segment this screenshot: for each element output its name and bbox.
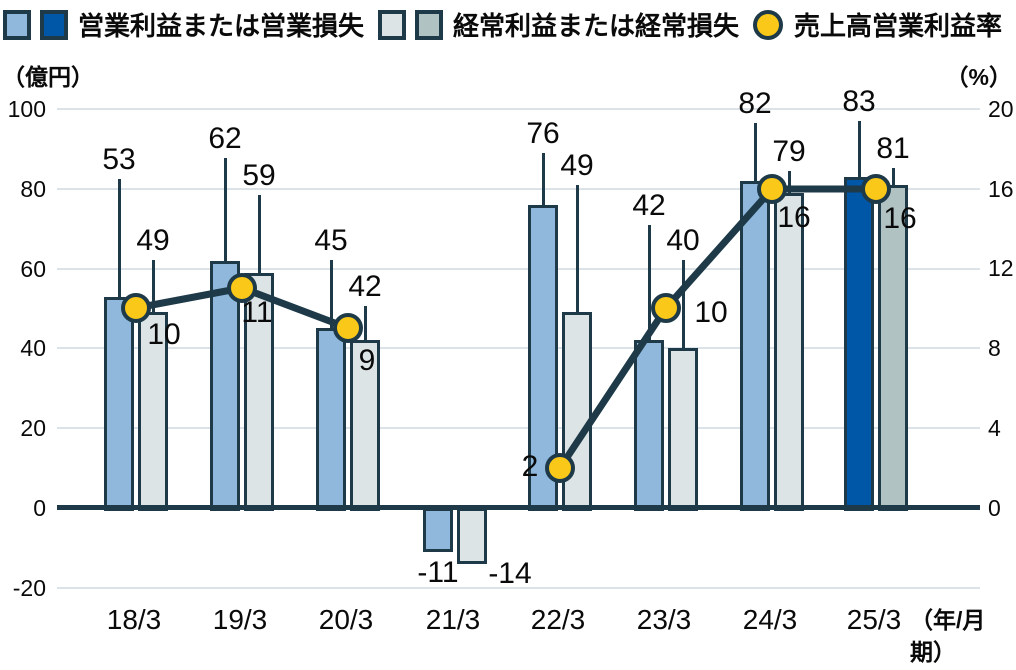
bar-value-label: -11	[417, 556, 459, 589]
bar-ordinary-profit	[668, 348, 698, 511]
y-axis-tick-left: 40	[20, 335, 46, 361]
legend-ordinary-swatch-1	[378, 9, 407, 40]
gridline	[57, 188, 980, 190]
bar-value-label: 81	[876, 132, 910, 165]
legend-ordinary-swatch-2	[415, 9, 444, 40]
y-axis-tick-right: 0	[988, 495, 1001, 521]
margin-value-label: 11	[241, 296, 273, 329]
legend-label: 経常利益または経常損失	[453, 11, 740, 41]
bar-value-label: -14	[488, 557, 532, 590]
gridline	[57, 587, 980, 589]
y-axis-tick-left: -20	[12, 575, 46, 601]
bar-value-label: 62	[208, 122, 242, 155]
y-axis-tick-left: 60	[20, 256, 46, 282]
margin-value-label: 16	[883, 202, 917, 235]
x-axis-label: 23/3	[636, 604, 692, 635]
x-axis-label: 25/3	[846, 604, 902, 635]
gridline	[57, 347, 980, 349]
left-axis-unit-label: （億円）	[2, 64, 94, 90]
y-axis-tick-right: 8	[988, 335, 1001, 361]
bar-value-label: 49	[136, 224, 170, 257]
y-axis-tick-left: 100	[7, 96, 46, 122]
margin-value-label: 2	[521, 450, 539, 483]
y-axis-tick-left: 0	[33, 495, 46, 521]
chart-legend: 営業利益または営業損失 経常利益または経常損失 売上高営業利益率	[3, 6, 1016, 43]
gridline	[57, 427, 980, 429]
bar-label-leader-line	[258, 195, 261, 273]
bar-operating-profit	[104, 297, 134, 511]
margin-value-label: 9	[358, 344, 376, 377]
bar-label-leader-line	[788, 171, 791, 193]
bar-value-label: 79	[772, 135, 806, 168]
bar-value-label: 40	[666, 224, 700, 257]
x-axis-label: 22/3	[530, 604, 586, 635]
legend-operating-swatch-2	[40, 9, 68, 40]
y-axis-tick-right: 4	[988, 415, 1001, 441]
bar-ordinary-profit	[138, 312, 168, 511]
bar-value-label: 59	[242, 159, 276, 192]
x-axis-label: 21/3	[425, 604, 481, 635]
legend-label: 売上高営業利益率	[794, 11, 1003, 41]
y-axis-tick-left: 20	[20, 415, 46, 441]
bar-value-label: 82	[738, 87, 772, 120]
margin-value-label: 10	[694, 296, 728, 329]
x-axis-unit-label: （年/月期）	[910, 607, 986, 665]
bar-value-label: 42	[348, 270, 382, 303]
bar-label-leader-line	[364, 306, 367, 340]
bar-value-label: 45	[314, 224, 348, 257]
gridline	[57, 108, 980, 110]
y-axis-tick-left: 80	[20, 176, 46, 202]
x-axis-label: 18/3	[106, 604, 162, 635]
x-axis-label: 24/3	[742, 604, 798, 635]
bar-label-leader-line	[118, 179, 121, 297]
zero-axis-line	[57, 505, 980, 510]
bar-ordinary-profit	[350, 340, 380, 511]
bar-operating-profit	[634, 340, 664, 511]
bar-label-leader-line	[542, 153, 545, 205]
y-axis-tick-right: 12	[988, 255, 1014, 281]
y-axis-tick-right: 20	[988, 96, 1014, 122]
bar-label-leader-line	[152, 260, 155, 312]
legend-margin-dot-swatch	[753, 9, 784, 40]
legend-operating-swatch-1	[3, 9, 31, 40]
bar-value-label: 76	[526, 117, 560, 150]
bar-value-label: 53	[102, 143, 136, 176]
bar-ordinary-profit	[878, 185, 908, 511]
bar-operating-profit	[528, 205, 558, 511]
bar-ordinary-profit	[774, 193, 804, 511]
bar-value-label: 42	[632, 189, 666, 222]
legend-label: 営業利益または営業損失	[78, 11, 365, 41]
bar-value-label: 83	[842, 85, 876, 118]
bar-label-leader-line	[576, 185, 579, 312]
bar-operating-profit	[423, 508, 453, 552]
gridline	[57, 268, 980, 270]
bar-label-leader-line	[754, 123, 757, 181]
bar-value-label: 49	[560, 149, 594, 182]
margin-value-label: 16	[777, 201, 811, 234]
bar-label-leader-line	[858, 121, 861, 177]
x-axis-label: 19/3	[212, 604, 268, 635]
bar-label-leader-line	[224, 158, 227, 261]
right-axis-unit-label: （%）	[945, 64, 1012, 90]
margin-value-label: 10	[147, 318, 181, 351]
bar-label-leader-line	[892, 168, 895, 185]
x-axis-label: 20/3	[318, 604, 374, 635]
y-axis-tick-right: 16	[988, 176, 1014, 202]
